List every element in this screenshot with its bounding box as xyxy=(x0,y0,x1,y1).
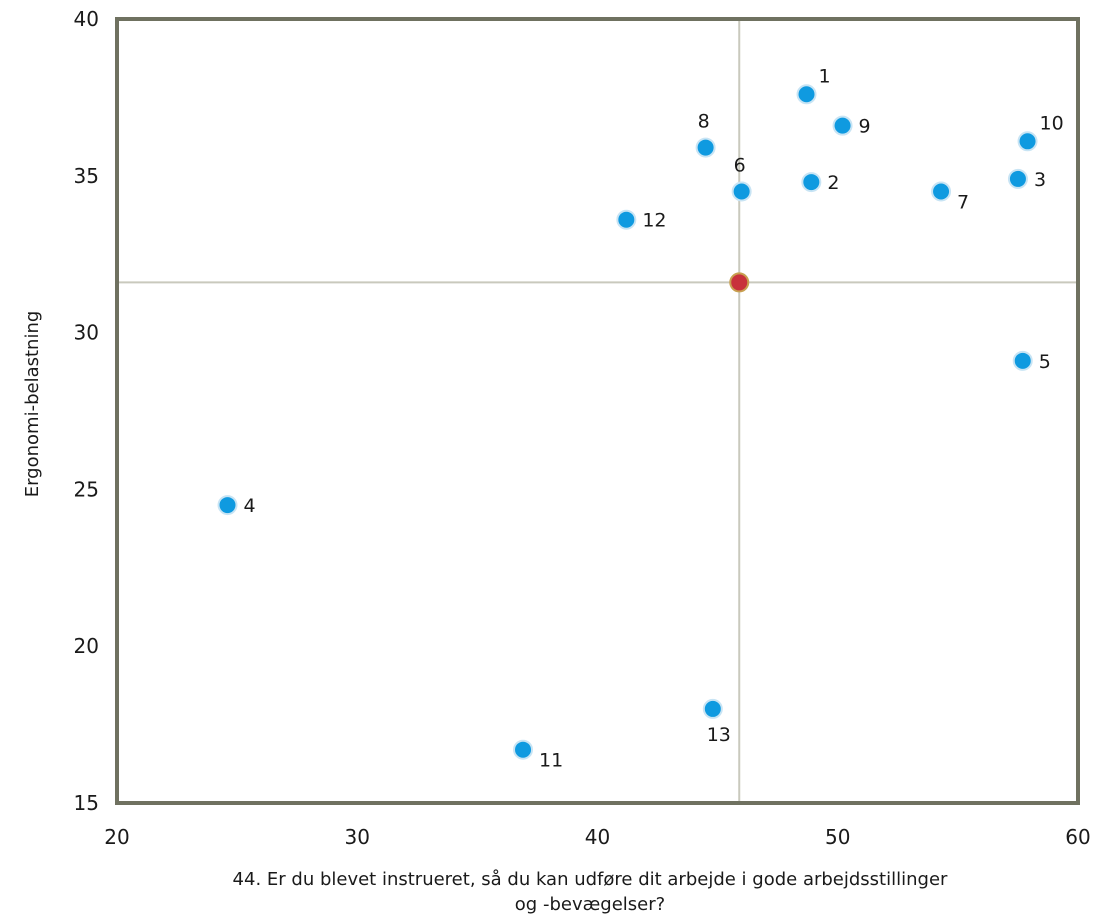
data-point xyxy=(513,739,534,760)
x-tick-label: 50 xyxy=(825,825,850,849)
x-tick-label: 30 xyxy=(345,825,370,849)
y-tick-label: 40 xyxy=(74,7,99,31)
data-point xyxy=(1017,131,1038,152)
data-point-label: 9 xyxy=(859,116,871,138)
data-point-label: 5 xyxy=(1039,351,1051,373)
y-axis-ticks: 15 20 25 30 35 40 xyxy=(74,7,99,815)
y-tick-label: 20 xyxy=(74,634,99,658)
x-axis-title-line-2: og -bevægelser? xyxy=(515,894,665,915)
data-point-label: 4 xyxy=(244,495,256,517)
data-point xyxy=(832,115,853,136)
data-point xyxy=(217,495,238,516)
data-point xyxy=(695,137,716,158)
y-axis-title: Ergonomi-belastning xyxy=(22,311,43,498)
x-tick-label: 20 xyxy=(104,825,129,849)
data-point xyxy=(702,698,723,719)
data-point-label: 7 xyxy=(957,191,969,213)
x-axis-title-line-1: 44. Er du blevet instrueret, så du kan u… xyxy=(233,869,948,890)
data-point xyxy=(1007,168,1028,189)
data-points xyxy=(217,84,1038,760)
data-point-label: 6 xyxy=(734,154,746,176)
data-point xyxy=(931,181,952,202)
data-point xyxy=(731,181,752,202)
x-axis-ticks: 20 30 40 50 60 xyxy=(104,825,1090,849)
y-tick-label: 35 xyxy=(74,164,99,188)
reference-point xyxy=(729,272,750,293)
data-point-label: 3 xyxy=(1034,169,1046,191)
x-tick-label: 60 xyxy=(1065,825,1090,849)
data-point-label: 11 xyxy=(539,750,563,772)
data-point-label: 8 xyxy=(698,111,710,133)
y-tick-label: 25 xyxy=(74,477,99,501)
reference-point-group xyxy=(729,272,750,293)
reference-lines xyxy=(117,19,1078,803)
data-point xyxy=(796,84,817,105)
data-point-label: 13 xyxy=(707,724,731,746)
y-tick-label: 15 xyxy=(74,791,99,815)
plot-frame xyxy=(115,17,1080,805)
y-tick-label: 30 xyxy=(74,321,99,345)
data-point-label: 12 xyxy=(642,210,666,232)
data-point xyxy=(801,172,822,193)
data-point-label: 2 xyxy=(827,172,839,194)
data-point-label: 10 xyxy=(1040,112,1064,134)
x-tick-label: 40 xyxy=(585,825,610,849)
data-point xyxy=(1012,350,1033,371)
data-point-label: 1 xyxy=(819,65,831,87)
data-point xyxy=(616,209,637,230)
